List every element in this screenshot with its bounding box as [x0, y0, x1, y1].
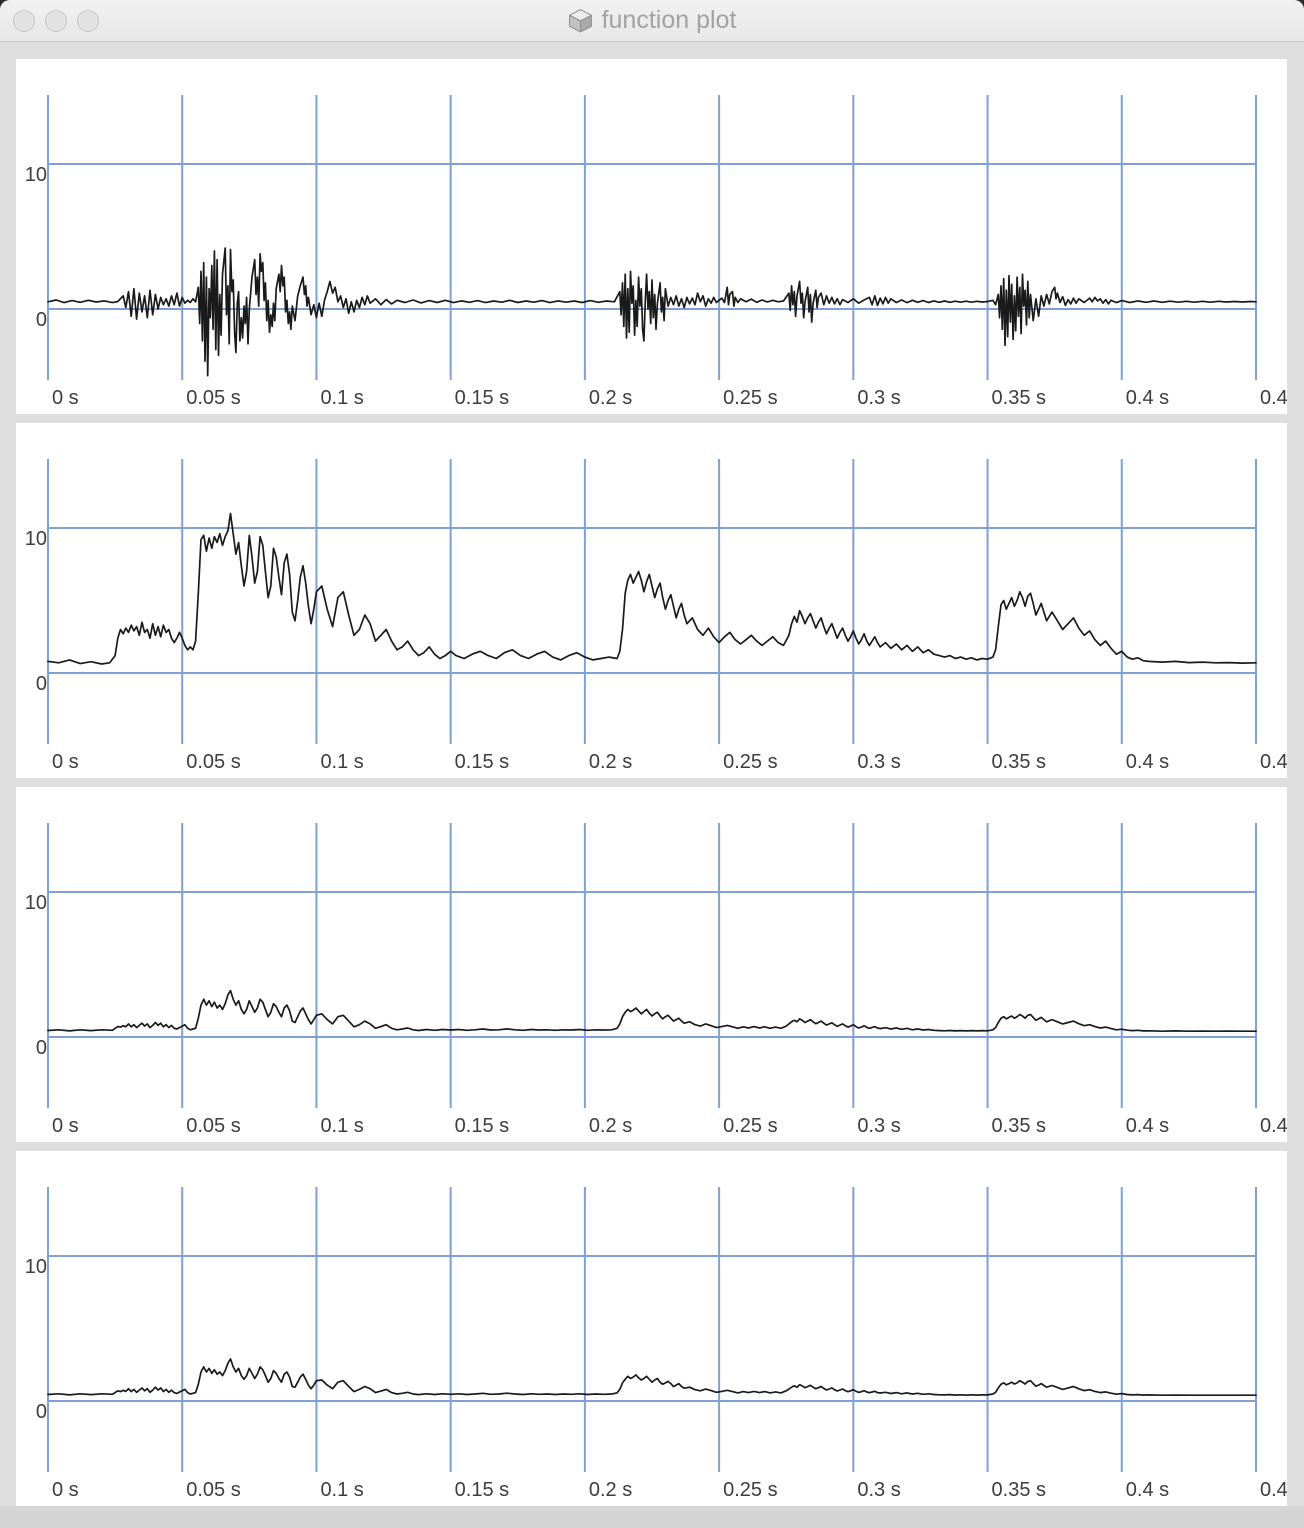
y-tick-label: 10 — [25, 164, 47, 186]
x-tick-label: 0 s — [52, 387, 79, 409]
minimize-button[interactable] — [45, 10, 67, 32]
x-tick-label: 0.45 — [1260, 387, 1287, 409]
x-tick-label: 0.2 s — [589, 387, 632, 409]
x-tick-label: 0.25 s — [723, 387, 777, 409]
window-title-area: function plot — [0, 0, 1304, 41]
traffic-lights — [13, 10, 99, 32]
x-tick-label: 0.1 s — [320, 751, 363, 773]
x-tick-label: 0 s — [52, 1479, 79, 1501]
titlebar: function plot — [0, 0, 1304, 42]
x-tick-label: 0.3 s — [857, 1479, 900, 1501]
zoom-button[interactable] — [77, 10, 99, 32]
waveform-trace — [47, 247, 1257, 377]
x-tick-label: 0.3 s — [857, 751, 900, 773]
x-tick-label: 0.35 s — [992, 387, 1046, 409]
app-cube-icon — [568, 9, 592, 33]
x-tick-label: 0.2 s — [589, 1115, 632, 1137]
x-tick-label: 0.4 s — [1126, 387, 1169, 409]
y-tick-label: 0 — [36, 1037, 47, 1059]
x-tick-label: 0.1 s — [320, 1115, 363, 1137]
x-tick-label: 0.35 s — [992, 1115, 1046, 1137]
x-tick-label: 0.45 — [1260, 1479, 1287, 1501]
x-tick-label: 0.4 s — [1126, 1479, 1169, 1501]
x-tick-label: 0.25 s — [723, 751, 777, 773]
y-tick-label: 10 — [25, 892, 47, 914]
y-tick-label: 10 — [25, 1256, 47, 1278]
x-tick-label: 0.3 s — [857, 1115, 900, 1137]
y-tick-label: 0 — [36, 309, 47, 331]
waveform-trace — [47, 1358, 1257, 1397]
x-tick-label: 0 s — [52, 751, 79, 773]
x-tick-label: 0.15 s — [455, 751, 509, 773]
plot-panel-4: 0 s 0.05 s 0.1 s 0.15 s 0.2 s 0.25 s 0.3 s 0.35… — [16, 1151, 1287, 1506]
waveform-trace — [47, 989, 1257, 1033]
y-tick-label: 0 — [36, 1401, 47, 1423]
x-tick-label: 0.05 s — [186, 387, 240, 409]
x-tick-label: 0.25 s — [723, 1115, 777, 1137]
plot-svg-1: 0 s 0.05 s 0.1 s 0.15 s 0.2 s 0.25 s 0.3 s 0.35… — [25, 95, 1287, 409]
plot-panel-2: 0 s 0.05 s 0.1 s 0.15 s 0.2 s 0.25 s 0.3 s 0.35… — [16, 423, 1287, 778]
x-tick-label: 0.15 s — [455, 1479, 509, 1501]
plot-panel-3: 0 s 0.05 s 0.1 s 0.15 s 0.2 s 0.25 s 0.3 s 0.35… — [16, 787, 1287, 1142]
window-bottom-strip — [0, 1506, 1304, 1528]
x-tick-label: 0.15 s — [455, 387, 509, 409]
x-tick-label: 0.05 s — [186, 1479, 240, 1501]
x-tick-label: 0.3 s — [857, 387, 900, 409]
plot-panel-1: 0 s 0.05 s 0.1 s 0.15 s 0.2 s 0.25 s 0.3 s 0.35… — [16, 59, 1287, 414]
x-tick-label: 0.35 s — [992, 751, 1046, 773]
window-title: function plot — [601, 6, 737, 34]
x-tick-label: 0.25 s — [723, 1479, 777, 1501]
x-tick-label: 0.2 s — [589, 751, 632, 773]
x-tick-label: 0.4 s — [1126, 1115, 1169, 1137]
x-tick-label: 0.35 s — [992, 1479, 1046, 1501]
plot-svg-4: 0 s 0.05 s 0.1 s 0.15 s 0.2 s 0.25 s 0.3 s 0.35… — [25, 1187, 1287, 1501]
y-tick-label: 10 — [25, 528, 47, 550]
x-tick-label: 0.4 s — [1126, 751, 1169, 773]
x-tick-label: 0.1 s — [320, 387, 363, 409]
x-tick-label: 0.45 — [1260, 751, 1287, 773]
plot-svg-2: 0 s 0.05 s 0.1 s 0.15 s 0.2 s 0.25 s 0.3 s 0.35… — [25, 459, 1287, 773]
plot-svg-3: 0 s 0.05 s 0.1 s 0.15 s 0.2 s 0.25 s 0.3 s 0.35… — [25, 823, 1287, 1137]
x-tick-label: 0.05 s — [186, 751, 240, 773]
waveform-trace — [47, 512, 1257, 665]
x-tick-label: 0 s — [52, 1115, 79, 1137]
x-tick-label: 0.15 s — [455, 1115, 509, 1137]
x-tick-label: 0.45 — [1260, 1115, 1287, 1137]
y-tick-label: 0 — [36, 673, 47, 695]
x-tick-label: 0.2 s — [589, 1479, 632, 1501]
x-tick-label: 0.05 s — [186, 1115, 240, 1137]
close-button[interactable] — [13, 10, 35, 32]
x-tick-label: 0.1 s — [320, 1479, 363, 1501]
